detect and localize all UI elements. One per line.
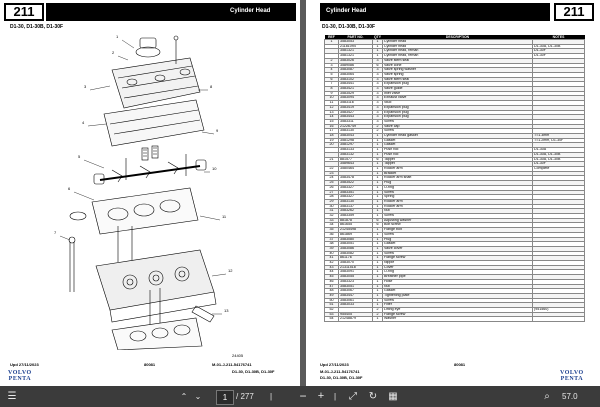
table-row: 3581321 1 Cylinder head, reman D1-30F	[324, 48, 585, 55]
table-row: 53 955405 2 Flange screw	[324, 311, 585, 318]
left-page: 211 Cylinder Head D1-30, D1-30B, D1-30F	[0, 0, 300, 386]
sidebar-toggle-icon[interactable]: ☰	[7, 391, 17, 402]
table-header-row: REF PART NO. QTY DESCRIPTION NOTES	[324, 35, 585, 40]
footer-models: D1-30, D1-30B, D1-30F	[320, 375, 363, 380]
table-row: 39 3583086 1 Valve cover	[324, 245, 585, 252]
table-row: 15 3583311 3 Screw	[324, 118, 585, 125]
volvo-penta-logo: VOLVO PENTA	[560, 370, 584, 382]
cell-qty: 1	[372, 316, 383, 323]
table-row: 43 21311518 1 Cover	[324, 264, 585, 271]
footer-ref: M-01-J-211-54176741	[212, 362, 252, 367]
svg-text:13: 13	[224, 308, 229, 313]
total-pages: / 277	[236, 392, 254, 401]
divider: |	[334, 392, 337, 401]
cell-notes	[532, 316, 585, 323]
table-row: 5 3583064 3 Valve spring	[324, 71, 585, 78]
table-row: 49 3583447 1 Tightening plate	[324, 292, 585, 299]
right-page: Cylinder Head 211 D1-30, D1-30B, D1-30F …	[306, 0, 600, 386]
search-icon[interactable]: ⌕	[544, 391, 550, 402]
footer-code: 80081	[144, 362, 156, 367]
svg-text:11: 11	[222, 214, 227, 219]
fit-page-icon[interactable]: ⤢	[349, 391, 357, 402]
svg-text:6: 6	[68, 186, 71, 191]
parts-table: REF PART NO. QTY DESCRIPTION NOTES 1 3583…	[324, 35, 585, 323]
col-ref: REF	[324, 35, 339, 40]
model-line: D1-30, D1-30B, D1-30F	[10, 24, 64, 30]
table-row: 47 3583051 1 Nut	[324, 283, 585, 290]
header-bar: Cylinder Head	[320, 3, 550, 21]
table-row: 29 3583130 1 Rocker arm	[324, 198, 585, 205]
header-bar: Cylinder Head	[46, 3, 296, 21]
zoom-out-button[interactable]: −	[299, 389, 307, 403]
footer-ref: M-01-J-211-54176741	[320, 369, 360, 374]
page-number-box: 211	[4, 3, 44, 21]
svg-text:10: 10	[212, 166, 217, 171]
table-row: 54 21248879 1 Washer	[324, 316, 585, 323]
model-line: D1-30, D1-30B, D1-30F	[322, 24, 376, 30]
volvo-penta-logo: VOLVO PENTA	[8, 370, 32, 382]
svg-text:9: 9	[216, 128, 219, 133]
page-number-box: 211	[554, 3, 594, 21]
divider: |	[270, 392, 273, 401]
table-row: 18 3583043 1 Cylinder head gasket T=1.3mm	[324, 133, 585, 139]
svg-text:8: 8	[210, 84, 213, 89]
page-up-icon[interactable]: ⌃	[180, 392, 188, 401]
page-title: Cylinder Head	[326, 8, 367, 14]
svg-text:5: 5	[78, 154, 81, 159]
page-down-icon[interactable]: ⌄	[194, 392, 202, 401]
table-row: 10 3583094 3 Exhaust valve	[324, 95, 585, 102]
svg-text:1: 1	[116, 34, 119, 39]
footer-code: 80081	[454, 362, 466, 367]
cell-description: Washer	[382, 316, 533, 323]
col-description: DESCRIPTION	[382, 35, 533, 40]
svg-text:7: 7	[54, 230, 57, 235]
zoom-level[interactable]: 57.0	[562, 392, 578, 401]
footer-date: Upd 27/11/2023	[320, 362, 349, 367]
svg-text:4: 4	[82, 120, 85, 125]
parts-table-body: 1 3583053 1 Cylinder head 21181094 1 Cylinder …	[324, 39, 585, 323]
footer-date: Upd 27/11/2023	[10, 362, 39, 367]
col-qty: QTY	[372, 35, 383, 40]
page-title: Cylinder Head	[230, 8, 271, 14]
pdf-toolbar: ☰ ⌃ ⌄ 1 / 277 | − + | ⤢ ↻ ▦ ⌕ 57.0	[0, 386, 600, 407]
cell-ref: 54	[324, 316, 339, 323]
rotate-icon[interactable]: ↻	[368, 391, 378, 402]
zoom-in-button[interactable]: +	[317, 390, 325, 402]
cell-part-no: 21248879	[338, 316, 373, 323]
diagram-number: 24405	[232, 353, 244, 358]
thumbnails-icon[interactable]: ▦	[388, 391, 398, 402]
page-number-input[interactable]: 1	[216, 390, 234, 405]
col-notes: NOTES	[532, 35, 585, 40]
footer-models: D1-30, D1-30B, D1-30F	[232, 369, 275, 374]
svg-text:2: 2	[112, 50, 115, 55]
col-part-no: PART NO.	[338, 35, 373, 40]
svg-text:3: 3	[84, 84, 87, 89]
svg-text:12: 12	[228, 268, 233, 273]
table-row: 1 3583053 1 Cylinder head	[324, 39, 585, 45]
